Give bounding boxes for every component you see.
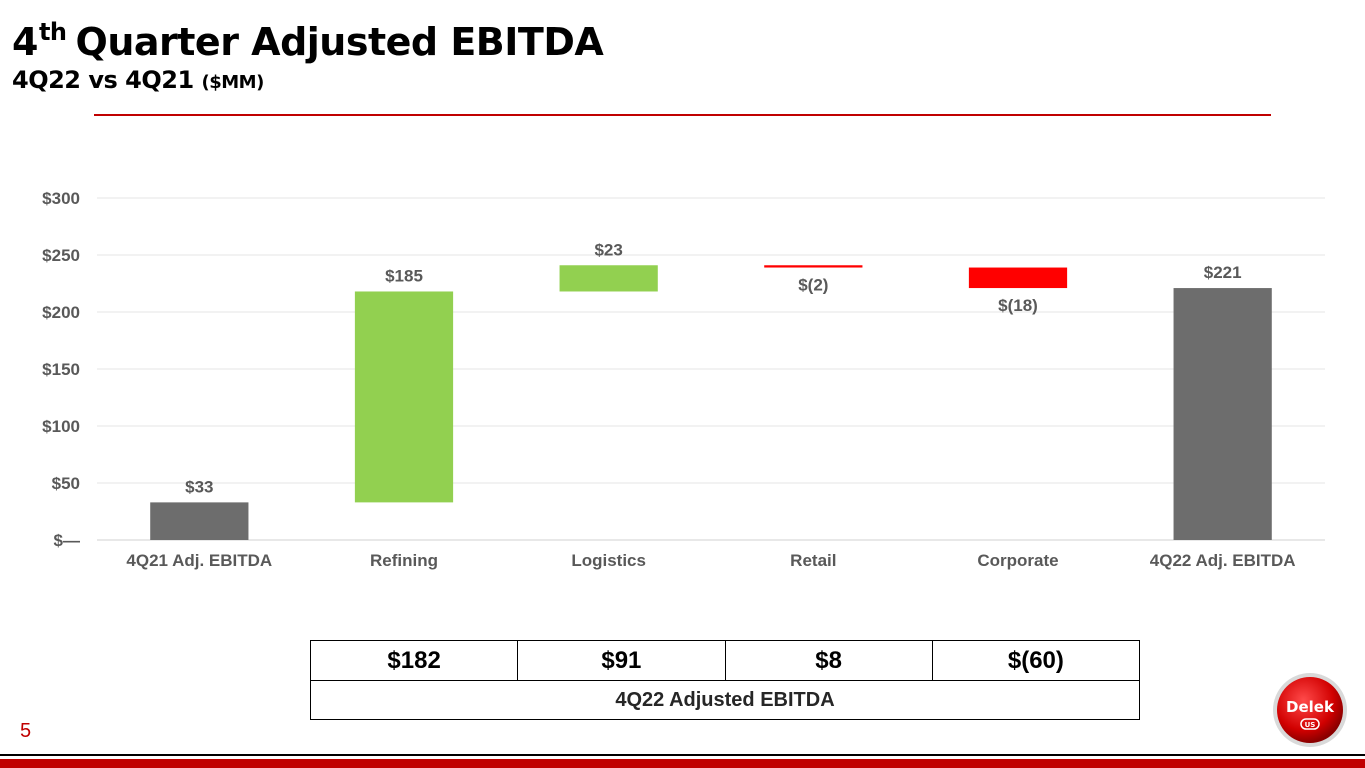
x-tick-label: Retail bbox=[790, 551, 836, 570]
summary-footer: 4Q22 Adjusted EBITDA bbox=[310, 680, 1140, 720]
data-label: $221 bbox=[1204, 263, 1242, 282]
footer-bar bbox=[0, 759, 1365, 768]
bar bbox=[150, 502, 249, 540]
x-tick-label: 4Q21 Adj. EBITDA bbox=[126, 551, 272, 570]
delek-logo: Delek US bbox=[1273, 673, 1347, 747]
summary-value-cell: $(60) bbox=[931, 640, 1141, 681]
y-tick-label: $100 bbox=[42, 417, 80, 436]
y-tick-label: $250 bbox=[42, 246, 80, 265]
summary-values-row: $182 $91 $8 $(60) bbox=[309, 640, 1141, 681]
y-tick-label: $150 bbox=[42, 360, 80, 379]
summary-footer-row: 4Q22 Adjusted EBITDA bbox=[310, 680, 1140, 720]
summary-value-cell: $91 bbox=[517, 640, 726, 681]
bar bbox=[559, 265, 658, 292]
footer-line bbox=[0, 754, 1365, 756]
data-label: $(18) bbox=[998, 296, 1038, 315]
page-subtitle: 4Q22 vs 4Q21 ($MM) bbox=[12, 68, 603, 95]
logo-subtext: US bbox=[1305, 721, 1316, 729]
x-tick-label: Logistics bbox=[571, 551, 646, 570]
bar bbox=[764, 265, 863, 268]
data-label: $23 bbox=[594, 240, 622, 259]
data-label: $(2) bbox=[798, 276, 828, 295]
y-tick-label: $300 bbox=[42, 189, 80, 208]
title-divider bbox=[94, 114, 1271, 116]
page-title: 4th Quarter Adjusted EBITDA bbox=[12, 6, 604, 68]
summary-table: $182 $91 $8 $(60) 4Q22 Adjusted EBITDA bbox=[309, 640, 1141, 720]
summary-value-cell: $8 bbox=[724, 640, 933, 681]
data-label: $185 bbox=[385, 266, 423, 285]
data-label: $33 bbox=[185, 477, 213, 496]
subtitle-unit: ($MM) bbox=[201, 72, 265, 93]
y-tick-label: $200 bbox=[42, 303, 80, 322]
logo-text: Delek bbox=[1286, 698, 1335, 716]
subtitle-text: 4Q22 vs 4Q21 bbox=[12, 66, 194, 94]
page-number: 5 bbox=[20, 720, 32, 742]
y-tick-label: $— bbox=[54, 531, 80, 550]
x-tick-label: 4Q22 Adj. EBITDA bbox=[1150, 551, 1296, 570]
bar bbox=[354, 291, 454, 503]
title-block: 4th Quarter Adjusted EBITDA 4Q22 vs 4Q21 … bbox=[12, 6, 604, 95]
waterfall-chart: $— $50 $100 $150 $200 $250 $300 $33 4Q21 Adj. EB… bbox=[42, 189, 1325, 570]
summary-value-cell: $182 bbox=[309, 640, 519, 681]
title-superscript: th bbox=[38, 18, 67, 46]
x-tick-label: Corporate bbox=[977, 551, 1058, 570]
title-text: Quarter Adjusted EBITDA bbox=[75, 20, 604, 64]
title-number: 4 bbox=[12, 20, 38, 64]
y-tick-label: $50 bbox=[52, 474, 80, 493]
bar bbox=[968, 267, 1068, 289]
bar bbox=[1173, 288, 1272, 540]
x-tick-label: Refining bbox=[370, 551, 438, 570]
